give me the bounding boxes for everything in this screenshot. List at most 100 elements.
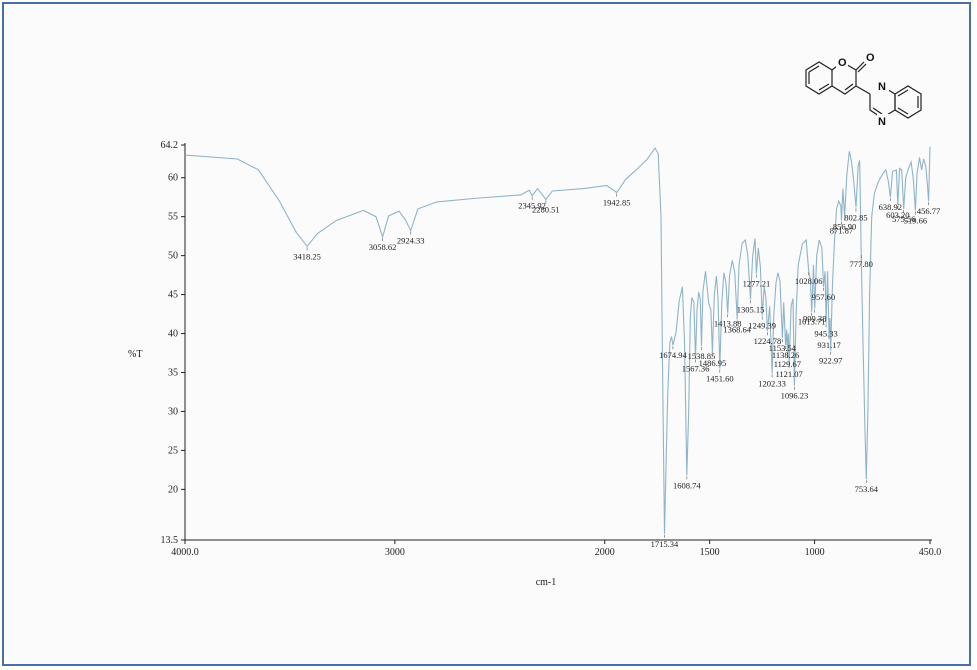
peak-label: 999.38: [803, 314, 826, 324]
peak-annotation: 1608.74: [673, 476, 701, 490]
peak-annotation: 931.17: [817, 336, 841, 350]
spectrum-line: [184, 146, 931, 534]
peak-annotation: 1715.34: [651, 534, 679, 549]
y-axis-label: %T: [128, 349, 142, 360]
pyranone-double-bond: [844, 83, 854, 91]
peak-annotation: 957.60: [812, 287, 835, 302]
peak-label: 1121.07: [776, 369, 803, 379]
nitrogen-mask-2: [877, 114, 889, 126]
benzo-double-bond-1: [808, 65, 820, 73]
peak-annotation: 1277.21: [743, 274, 771, 289]
peak-annotation: 1138.26: [772, 346, 799, 360]
y-tick-label: 45: [168, 290, 178, 301]
peak-label: 931.17: [817, 340, 840, 350]
peak-label: 1138.26: [772, 350, 799, 360]
peak-label: 777.80: [850, 259, 873, 269]
carbonyl-bond: [855, 61, 865, 71]
y-tick-label: 20: [168, 484, 178, 495]
peak-label: 1715.34: [651, 539, 679, 549]
peak-label: 1129.67: [774, 359, 801, 369]
y-tick-label: 30: [168, 406, 178, 417]
peak-annotation: 999.38: [803, 309, 826, 324]
y-tick-label: 40: [168, 329, 178, 340]
peak-label: 1028.06: [795, 276, 823, 286]
peak-annotation: 519.66: [904, 211, 927, 225]
benzo-ring: [805, 61, 833, 95]
peak-annotation: 922.97: [819, 351, 842, 366]
peak-label: 3058.62: [369, 242, 397, 252]
peak-label: 519.66: [904, 215, 927, 225]
peak-label: 603.20: [886, 210, 909, 220]
peak-annotation: 1153.54: [769, 339, 797, 353]
peak-annotation: 1129.67: [774, 354, 801, 369]
peak-annotation: 1413.88: [714, 314, 742, 328]
peak-annotation: 1942.85: [603, 193, 631, 208]
peak-annotation: 1013.71: [798, 312, 826, 327]
peak-annotation: 871.87: [830, 221, 853, 236]
peak-label: 2345.92: [518, 201, 546, 211]
y-tick-label: 25: [168, 445, 178, 456]
peak-annotation: 1486.95: [699, 354, 727, 368]
peak-annotation: 1224.78: [754, 332, 782, 346]
chart-axes: 13.5 20 25 30 35 40 45 50 55 60 64.2 4000.0 3000 2000…: [161, 140, 942, 558]
peak-label: 1486.95: [699, 358, 727, 368]
peak-label: 945.33: [814, 328, 837, 338]
peak-label: 802.85: [844, 212, 867, 222]
peak-label: 1224.78: [754, 336, 782, 346]
peak-annotation: 3058.62: [369, 237, 397, 252]
quinoxaline-benzo-ring: [894, 85, 922, 119]
x-axis-label: cm-1: [536, 577, 557, 588]
benzo-double-bond-3: [818, 83, 830, 91]
peak-label: 1305.15: [737, 304, 765, 314]
peak-label: 753.64: [855, 484, 879, 494]
peak-label: 2924.33: [397, 236, 425, 246]
peak-label: 1096.23: [781, 391, 809, 401]
peak-annotation: 1028.06: [795, 272, 823, 286]
y-tick-label: 60: [168, 173, 178, 184]
peak-label: 871.87: [830, 226, 853, 236]
peak-annotation: 1121.07: [776, 364, 803, 379]
peak-annotation: 753.64: [855, 480, 879, 494]
peak-label: 3418.25: [293, 251, 321, 261]
peak-label: 1942.85: [603, 198, 631, 208]
nitrogen-label-2: N: [878, 116, 886, 128]
quinoxaline-double-bond-3: [897, 107, 909, 115]
peak-annotation: 2924.33: [397, 231, 425, 246]
peak-label: 922.97: [819, 356, 842, 366]
x-tick-label: 3000: [385, 547, 405, 558]
peak-annotation: 1538.85: [688, 347, 716, 361]
peak-label: 1674.94: [659, 350, 687, 360]
peak-annotation: 1096.23: [781, 386, 809, 401]
peak-annotation: 3418.25: [293, 247, 321, 261]
peak-label: 1538.85: [688, 351, 716, 361]
molecule-structure: O O N N: [805, 52, 922, 128]
peak-annotation: 575.56: [892, 209, 915, 224]
y-tick-label: 55: [168, 212, 178, 223]
x-tick-label: 1000: [805, 547, 825, 558]
peak-label: 957.60: [812, 292, 835, 302]
peak-label: 638.92: [879, 202, 902, 212]
quinoxaline-double-bond-1: [897, 89, 909, 97]
ring-oxygen-mask: [836, 56, 848, 68]
ir-spectrum-chart: 13.5 20 25 30 35 40 45 50 55 60 64.2 4000.0 3000 2000…: [128, 52, 942, 588]
peak-annotation: 945.33: [814, 324, 838, 338]
nitrogen-label-1: N: [878, 81, 886, 93]
peak-annotation: 777.80: [850, 255, 873, 269]
peak-label: 1277.21: [743, 279, 771, 289]
peak-label: 1153.54: [769, 343, 797, 353]
peak-annotation: 2345.92: [518, 196, 546, 211]
x-tick-label: 4000.0: [171, 547, 199, 558]
peak-label: 1202.33: [758, 378, 786, 388]
carbonyl-double-bond: [857, 63, 867, 73]
peak-label: 1013.71: [798, 317, 826, 327]
peak-annotation: 1451.60: [706, 369, 734, 384]
peak-label: 856.90: [833, 222, 856, 232]
peak-label: 1249.39: [748, 321, 776, 331]
peak-annotation: 638.92: [879, 198, 902, 212]
x-tick-label: 450.0: [919, 547, 942, 558]
link-bond: [855, 85, 871, 95]
peak-annotation: 1305.15: [737, 300, 765, 314]
peak-label: 1608.74: [673, 480, 701, 490]
peak-annotation: 1368.64: [723, 320, 752, 335]
